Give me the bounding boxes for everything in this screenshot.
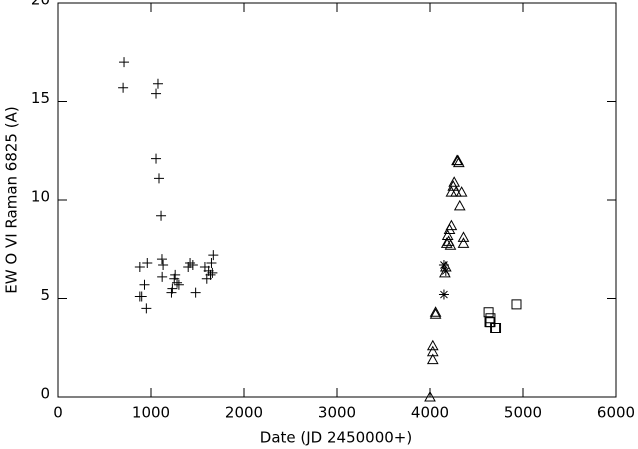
point (424, 390, 436, 402)
point (450, 186, 462, 197)
point (157, 271, 168, 282)
y-tick-label: 20 (31, 0, 50, 9)
point (156, 254, 167, 265)
point (207, 267, 218, 278)
point (483, 307, 494, 318)
point (453, 199, 466, 211)
point (438, 289, 449, 300)
point (172, 277, 183, 288)
point (158, 260, 169, 271)
point (443, 223, 456, 235)
point (141, 303, 152, 314)
x-tick-label: 6000 (597, 404, 635, 422)
point (208, 250, 219, 261)
point (511, 299, 522, 310)
point (426, 353, 439, 365)
y-tick-label: 15 (31, 89, 50, 107)
point (439, 260, 452, 272)
point (426, 339, 439, 351)
point (119, 57, 130, 68)
plot-frame (57, 2, 617, 398)
point (444, 239, 457, 250)
point (136, 291, 147, 302)
point (185, 258, 196, 269)
x-tick-label: 5000 (504, 404, 542, 422)
point (187, 260, 198, 271)
point (134, 261, 145, 272)
point (455, 186, 468, 197)
point (452, 156, 465, 168)
x-axis-label: Date (JD 2450000+) (260, 429, 412, 447)
point (156, 210, 167, 221)
point (142, 258, 153, 269)
x-tick-label: 4000 (411, 404, 449, 422)
point (448, 176, 461, 187)
point (491, 323, 502, 334)
point (441, 229, 454, 240)
point (429, 308, 442, 319)
point (457, 237, 470, 248)
point (447, 180, 460, 191)
point (167, 283, 178, 294)
point (166, 287, 177, 298)
y-tick-label: 0 (40, 385, 50, 403)
point (439, 266, 451, 278)
x-tick-label: 1000 (132, 404, 170, 422)
point (206, 258, 217, 269)
point (183, 261, 194, 272)
y-tick-label: 10 (31, 188, 50, 206)
point (445, 219, 458, 231)
point (484, 317, 495, 328)
point (426, 345, 439, 357)
point (139, 279, 150, 290)
x-tick-label: 3000 (318, 404, 356, 422)
point (190, 287, 201, 298)
point (173, 279, 184, 290)
point (151, 88, 162, 99)
point (152, 78, 163, 89)
point (201, 273, 212, 284)
point (118, 82, 129, 93)
x-tick-label: 0 (53, 404, 63, 422)
point (151, 153, 162, 164)
point (457, 231, 470, 242)
point (153, 173, 164, 184)
y-tick-label: 5 (40, 286, 50, 304)
point (429, 306, 442, 317)
point (170, 269, 181, 280)
x-tick-label: 2000 (225, 404, 263, 422)
point (169, 273, 180, 284)
y-axis-label: EW O VI Raman 6825 (A) (3, 106, 21, 293)
